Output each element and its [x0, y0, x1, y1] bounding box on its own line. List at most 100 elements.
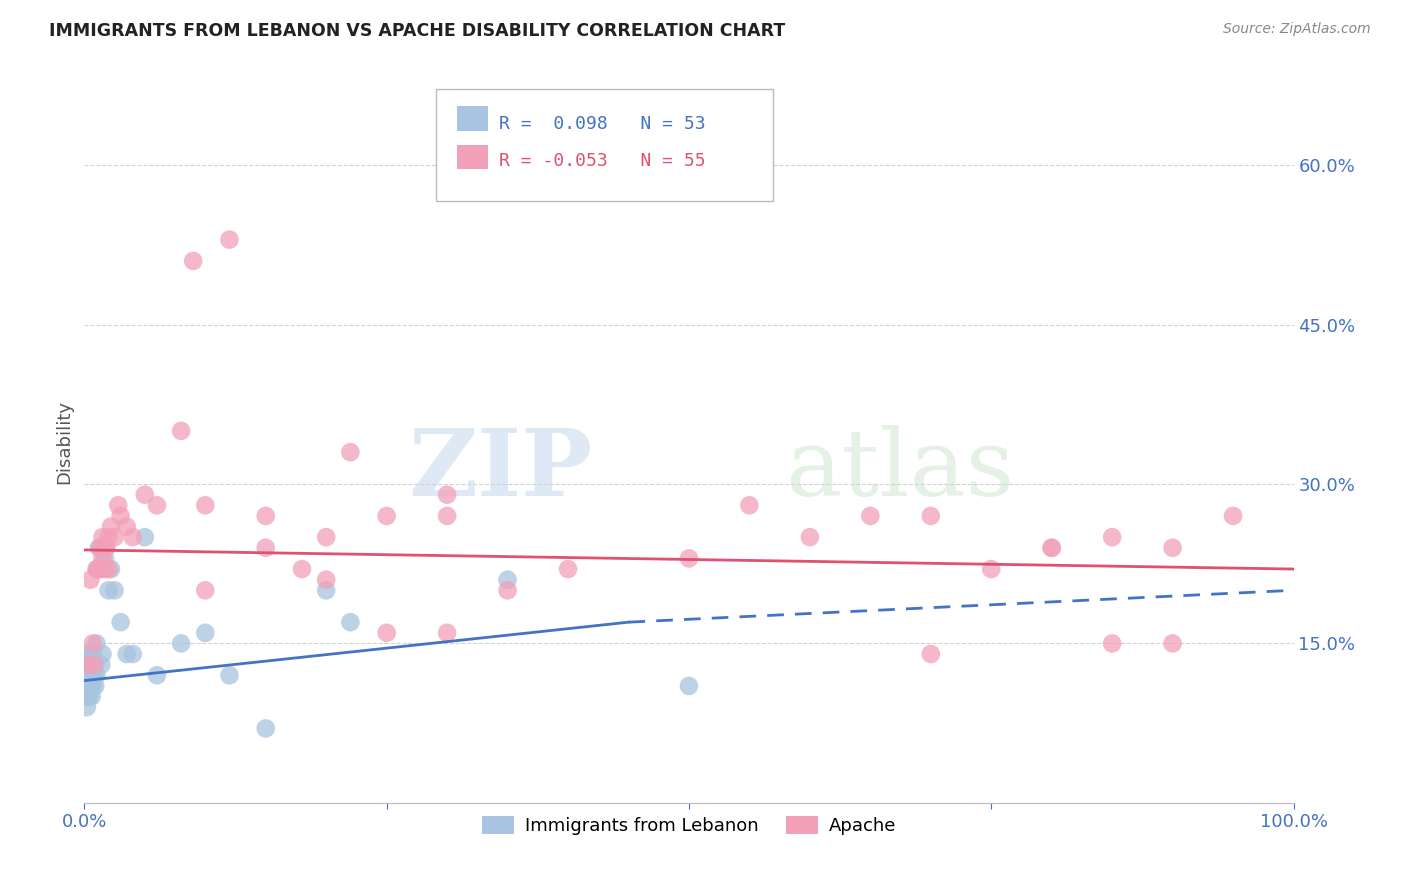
Point	[94, 551, 117, 566]
Point	[93, 541, 115, 555]
Point	[79, 679, 101, 693]
Point	[678, 551, 700, 566]
Point	[315, 573, 337, 587]
Point	[90, 657, 112, 672]
Point	[75, 657, 97, 672]
Point	[1161, 636, 1184, 650]
Point	[79, 573, 101, 587]
Point	[94, 541, 117, 555]
Point	[980, 562, 1002, 576]
Point	[77, 690, 100, 704]
Point	[76, 690, 98, 704]
Legend: Immigrants from Lebanon, Apache: Immigrants from Lebanon, Apache	[472, 807, 905, 845]
Point	[83, 657, 105, 672]
Point	[82, 636, 104, 650]
Point	[146, 498, 169, 512]
Point	[75, 668, 97, 682]
Point	[80, 690, 103, 704]
Point	[1101, 530, 1123, 544]
Point	[339, 615, 361, 630]
Point	[110, 508, 132, 523]
Point	[1040, 541, 1063, 555]
Point	[678, 679, 700, 693]
Point	[84, 679, 107, 693]
Point	[1161, 541, 1184, 555]
Point	[89, 562, 111, 576]
Point	[87, 541, 110, 555]
Point	[194, 583, 217, 598]
Point	[94, 562, 117, 576]
Point	[97, 562, 120, 576]
Point	[496, 583, 519, 598]
Point	[315, 530, 337, 544]
Point	[315, 583, 337, 598]
Point	[77, 647, 100, 661]
Point	[82, 679, 104, 693]
Point	[86, 636, 108, 650]
Point	[77, 679, 100, 693]
Point	[100, 562, 122, 576]
Point	[799, 530, 821, 544]
Point	[496, 573, 519, 587]
Point	[1040, 541, 1063, 555]
Point	[83, 668, 105, 682]
Point	[79, 668, 101, 682]
Point	[94, 541, 117, 555]
Point	[91, 551, 114, 566]
Point	[100, 519, 122, 533]
Point	[115, 647, 138, 661]
Point	[436, 488, 458, 502]
Text: IMMIGRANTS FROM LEBANON VS APACHE DISABILITY CORRELATION CHART: IMMIGRANTS FROM LEBANON VS APACHE DISABI…	[49, 22, 786, 40]
Point	[80, 657, 103, 672]
Point	[87, 562, 110, 576]
Point	[76, 700, 98, 714]
Point	[75, 679, 97, 693]
Point	[86, 562, 108, 576]
Point	[291, 562, 314, 576]
Point	[339, 445, 361, 459]
Point	[436, 625, 458, 640]
Point	[93, 541, 115, 555]
Point	[920, 508, 942, 523]
Point	[134, 488, 156, 502]
Point	[104, 530, 127, 544]
Point	[134, 530, 156, 544]
Text: atlas: atlas	[786, 425, 1015, 516]
Point	[218, 233, 240, 247]
Point	[77, 668, 100, 682]
Point	[375, 625, 398, 640]
Point	[170, 424, 193, 438]
Text: Source: ZipAtlas.com: Source: ZipAtlas.com	[1223, 22, 1371, 37]
Point	[194, 498, 217, 512]
Point	[83, 657, 105, 672]
Point	[107, 498, 129, 512]
Point	[375, 508, 398, 523]
Point	[77, 679, 100, 693]
Point	[104, 583, 127, 598]
Y-axis label: Disability: Disability	[55, 400, 73, 483]
Point	[76, 668, 98, 682]
Point	[76, 679, 98, 693]
Point	[97, 583, 120, 598]
Text: ZIP: ZIP	[408, 425, 592, 516]
Point	[86, 562, 108, 576]
Point	[218, 668, 240, 682]
Point	[82, 647, 104, 661]
Point	[254, 508, 277, 523]
Point	[110, 615, 132, 630]
Point	[79, 647, 101, 661]
Point	[121, 530, 143, 544]
Point	[170, 636, 193, 650]
Point	[89, 541, 111, 555]
Point	[254, 541, 277, 555]
Point	[1222, 508, 1244, 523]
Point	[121, 647, 143, 661]
Point	[254, 722, 277, 736]
Point	[75, 690, 97, 704]
Point	[1101, 636, 1123, 650]
Point	[181, 254, 204, 268]
Text: R =  0.098   N = 53: R = 0.098 N = 53	[499, 115, 706, 133]
Point	[738, 498, 761, 512]
Point	[194, 625, 217, 640]
Point	[77, 657, 100, 672]
